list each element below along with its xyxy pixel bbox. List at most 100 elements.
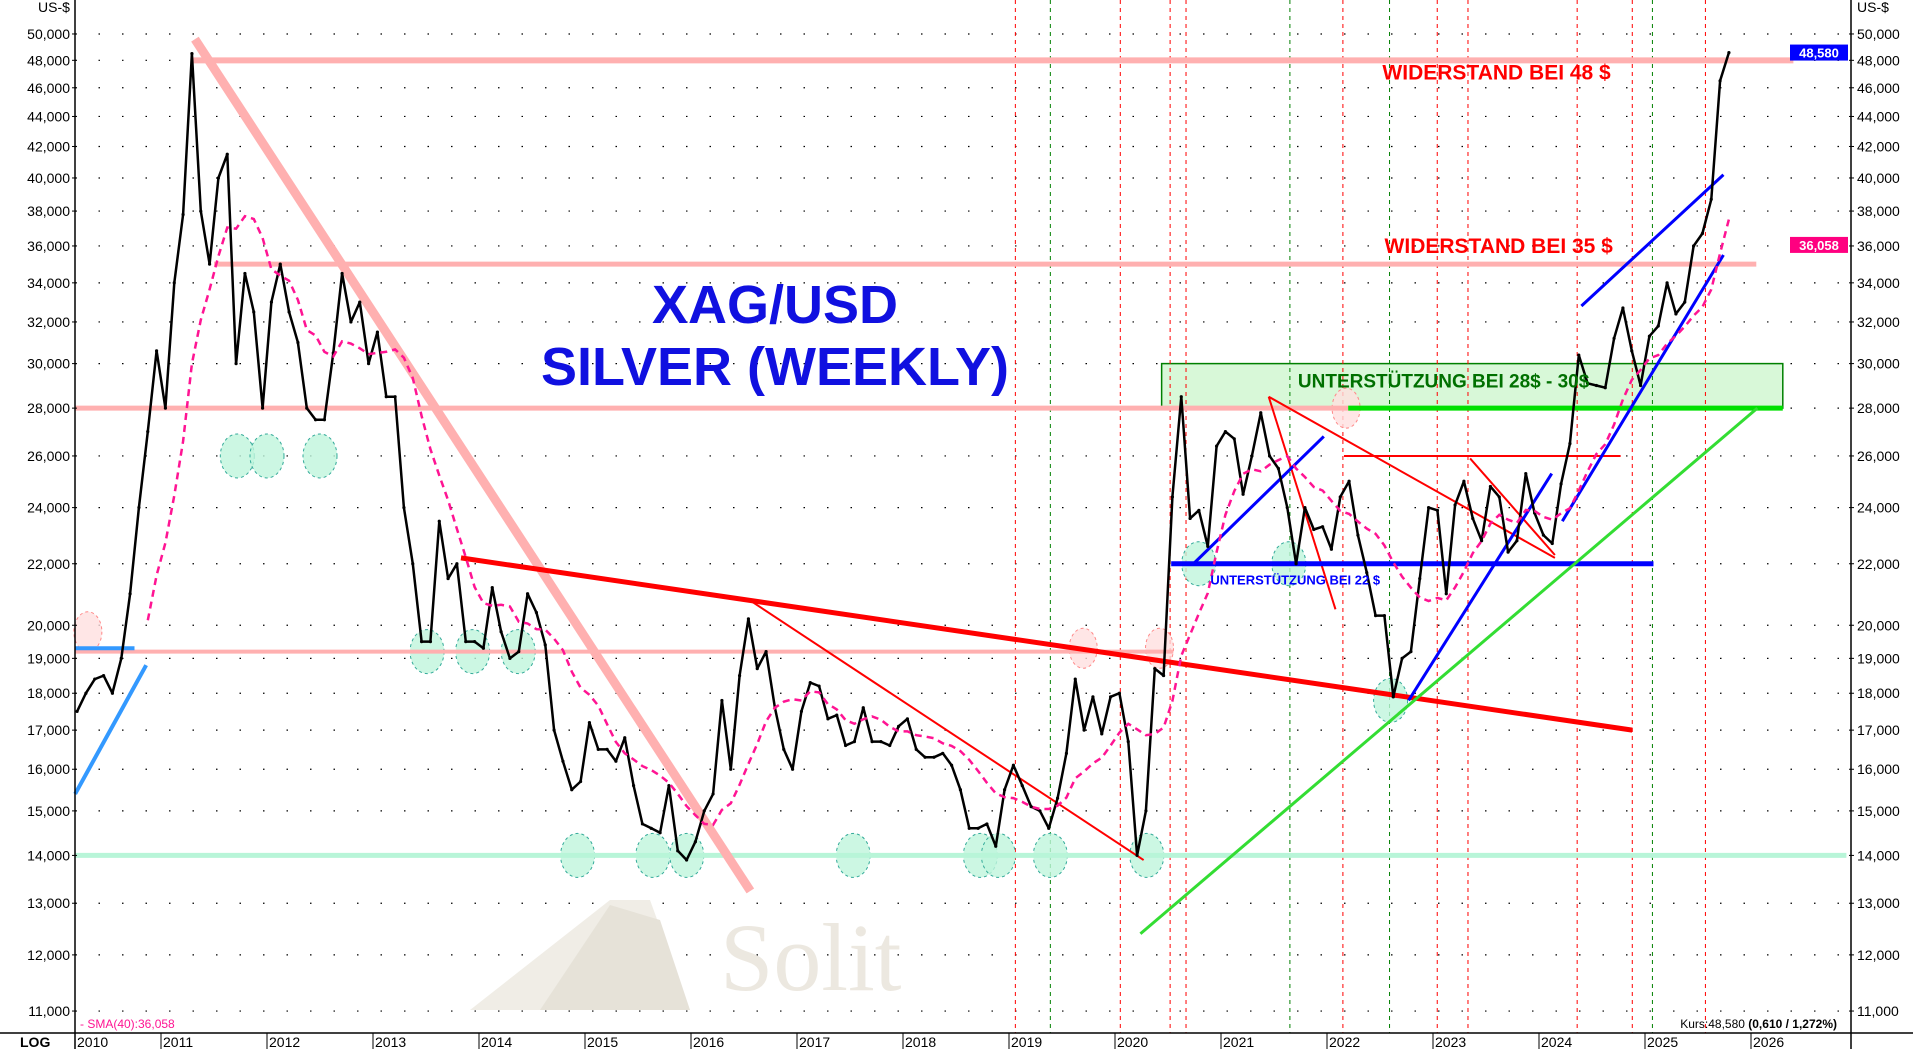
price-point: [172, 281, 176, 285]
trend-line: [1561, 254, 1725, 522]
price-point: [1524, 471, 1528, 476]
annotations: WIDERSTAND BEI 48 $ WIDERSTAND BEI 35 $ UN…: [1210, 61, 1613, 587]
price-point: [1038, 809, 1042, 813]
x-tick-label: 2026: [1753, 1034, 1784, 1049]
y-tick-label-left: 50,000: [27, 26, 70, 42]
y-tick-label-left: 11,000: [28, 1003, 70, 1019]
gridlines: [75, 33, 1851, 1012]
price-point: [216, 176, 221, 180]
price-point: [428, 639, 433, 644]
resistance-mark: [73, 611, 103, 653]
last-price-badge: 48,580: [1790, 44, 1848, 61]
price-point: [1577, 353, 1581, 357]
price-point: [1621, 306, 1625, 310]
price-point: [411, 562, 415, 566]
price-point: [393, 395, 397, 399]
price-point: [1259, 411, 1263, 415]
trend-lines: [73, 36, 1847, 935]
price-point: [649, 826, 653, 830]
price-point: [207, 262, 212, 266]
price-point: [923, 755, 927, 759]
price-point: [702, 809, 706, 813]
price-point: [1647, 334, 1652, 338]
trend-line: [1139, 406, 1759, 935]
price-point: [1126, 740, 1130, 744]
y-tick-label-right: 32,000: [1857, 314, 1900, 330]
price-point: [888, 743, 892, 748]
price-point: [1683, 300, 1687, 304]
left-unit-label: US-$: [38, 0, 70, 15]
y-tick-label-left: 15,000: [27, 803, 70, 819]
price-point: [587, 720, 592, 725]
price-point: [1011, 763, 1016, 767]
price-point: [1055, 796, 1060, 800]
price-point: [190, 52, 194, 56]
y-tick-label-left: 32,000: [27, 314, 70, 330]
price-point: [1718, 79, 1722, 83]
y-tick-label-left: 30,000: [27, 356, 70, 372]
price-point: [1250, 454, 1254, 458]
trend-line: [1580, 173, 1725, 308]
price-point: [1020, 783, 1024, 788]
price-point: [843, 743, 848, 748]
y-tick-label-left: 44,000: [27, 108, 70, 124]
price-point: [252, 310, 256, 314]
y-tick-label-right: 26,000: [1857, 448, 1900, 464]
support-resistance-marks: [73, 387, 1409, 878]
y-tick-label-right: 48,000: [1857, 52, 1900, 68]
trend-line: [73, 664, 148, 795]
y-tick-label-right: 13,000: [1857, 895, 1900, 911]
price-point: [596, 747, 600, 751]
y-tick-label-left: 34,000: [27, 275, 70, 291]
x-tick-label: 2012: [269, 1034, 300, 1049]
price-point: [1161, 673, 1166, 678]
price-point: [1170, 495, 1175, 499]
price-point: [1267, 454, 1272, 458]
y-tick-label-right: 17,000: [1857, 722, 1900, 738]
price-point: [110, 691, 115, 695]
price-point: [1365, 571, 1369, 575]
price-point: [1630, 349, 1634, 353]
price-point: [1135, 853, 1139, 858]
price-point: [720, 698, 724, 703]
price-point: [1144, 809, 1148, 813]
price-point: [941, 751, 945, 755]
price-point: [1400, 656, 1404, 660]
x-tick-label: 2015: [587, 1034, 618, 1049]
y-tick-label-right: 15,000: [1857, 803, 1900, 819]
price-point: [225, 152, 229, 156]
price-point: [1047, 826, 1051, 830]
price-point: [658, 831, 662, 835]
price-point: [1568, 442, 1572, 446]
price-line: [75, 52, 1731, 862]
annotation-label: WIDERSTAND BEI 48 $: [1382, 61, 1611, 84]
price-point: [340, 271, 344, 276]
price-point: [481, 646, 486, 650]
price-point: [322, 418, 327, 422]
price-point: [154, 349, 159, 353]
price-point: [1409, 649, 1413, 654]
support-zone-28-30: [1160, 362, 1784, 409]
price-point: [1709, 197, 1713, 201]
price-point: [260, 406, 265, 410]
price-point: [1206, 544, 1210, 548]
price-point: [1276, 466, 1281, 471]
price-point: [1603, 386, 1607, 390]
price-point: [764, 649, 768, 654]
price-point: [366, 362, 371, 366]
price-point: [75, 709, 79, 714]
price-point: [490, 586, 494, 590]
price-point: [1488, 484, 1493, 489]
y-tick-label-left: 17,000: [27, 722, 70, 738]
price-point: [949, 763, 954, 767]
price-point: [508, 656, 512, 660]
price-point: [746, 617, 751, 621]
price-point: [905, 717, 910, 721]
title: XAG/USD: [652, 275, 898, 335]
price-point: [985, 822, 989, 826]
y-tick-label-left: 20,000: [27, 617, 70, 633]
price-point: [472, 639, 477, 644]
x-tick-label: 2022: [1329, 1034, 1360, 1049]
price-point: [994, 844, 998, 848]
y-tick-label-left: 40,000: [27, 170, 70, 186]
